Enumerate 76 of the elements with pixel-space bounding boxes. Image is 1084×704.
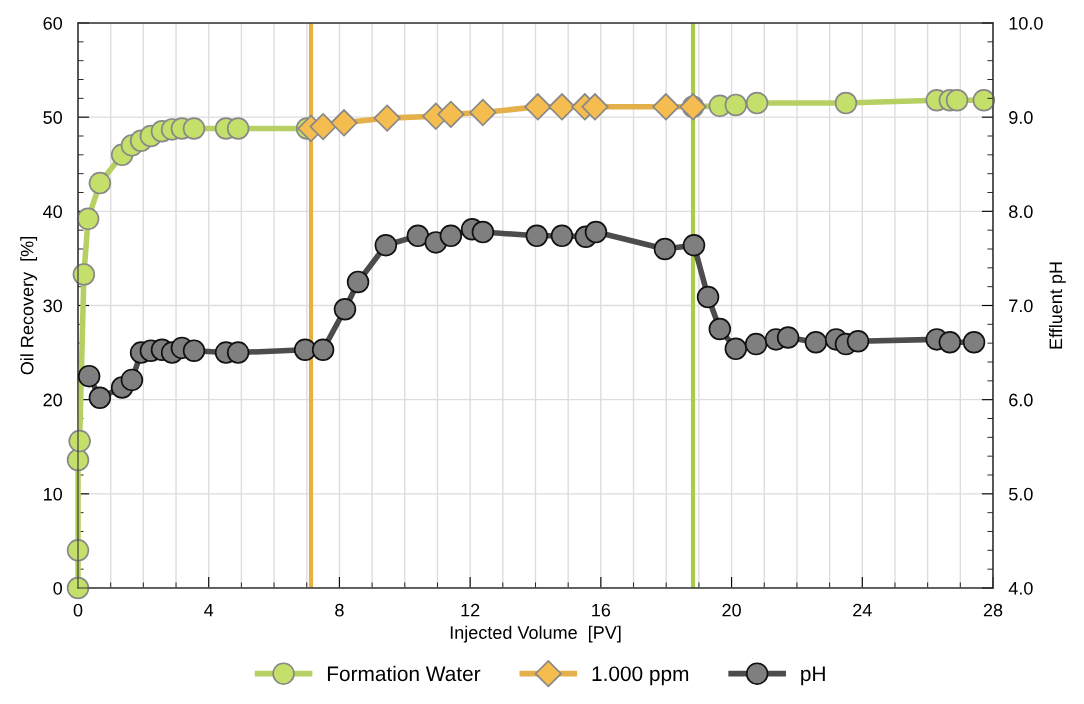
x-tick-label: 28 xyxy=(983,603,1003,617)
point xyxy=(88,386,112,410)
y2-tick-label: 9.0 xyxy=(1009,111,1033,124)
point xyxy=(76,207,100,231)
point xyxy=(226,341,250,364)
y-tick-label: 60 xyxy=(43,16,63,30)
y-tick-label: 50 xyxy=(43,111,63,124)
point xyxy=(708,317,732,341)
y2-tick-label: 8.0 xyxy=(1009,205,1033,219)
point xyxy=(471,220,495,244)
point xyxy=(182,117,206,140)
point xyxy=(548,93,576,121)
point xyxy=(652,93,680,121)
point xyxy=(682,233,706,257)
legend-label: Formation Water xyxy=(327,665,481,682)
point xyxy=(309,112,337,141)
y2-tick-label: 10.0 xyxy=(1009,16,1043,30)
x-tick-label: 8 xyxy=(335,603,344,617)
point xyxy=(846,330,870,353)
y2-tick-label: 4.0 xyxy=(1008,581,1033,595)
point xyxy=(330,109,358,137)
point xyxy=(834,91,858,115)
point xyxy=(66,539,90,562)
point xyxy=(550,224,574,248)
y-tick-label: 20 xyxy=(43,393,63,407)
point xyxy=(745,91,769,115)
y2-tick-label: 7.0 xyxy=(1009,299,1033,313)
y2-tick-label: 5.0 xyxy=(1009,487,1033,501)
point xyxy=(776,326,800,349)
point xyxy=(744,332,768,356)
x-axis-title: Injected Volume [PV] xyxy=(450,625,621,643)
point xyxy=(804,330,828,354)
point xyxy=(581,93,609,121)
y2-axis-title: Effluent pH xyxy=(1048,262,1066,349)
x-tick-label: 0 xyxy=(73,603,83,617)
point xyxy=(346,270,370,294)
y-tick-label: 10 xyxy=(44,487,63,501)
point xyxy=(226,117,250,140)
point xyxy=(88,171,112,195)
y-axis-title: Oil Recovery [%] xyxy=(20,237,38,375)
y-tick-label: 30 xyxy=(43,299,63,313)
point xyxy=(962,330,986,354)
x-tick-label: 12 xyxy=(461,603,480,617)
point xyxy=(120,368,144,392)
point xyxy=(972,88,996,112)
point xyxy=(406,224,430,248)
x-tick-label: 24 xyxy=(853,603,872,617)
point xyxy=(469,98,497,127)
point xyxy=(72,263,96,286)
point xyxy=(437,100,465,128)
legend-label: pH xyxy=(801,666,825,686)
legend-label: 1.000 ppm xyxy=(592,666,689,686)
point xyxy=(373,104,401,132)
point xyxy=(696,285,720,309)
point xyxy=(724,93,748,117)
point xyxy=(584,220,608,244)
x-tick-label: 4 xyxy=(204,603,214,617)
point xyxy=(66,576,90,600)
point xyxy=(182,339,206,362)
point xyxy=(374,233,398,257)
point xyxy=(68,429,91,453)
point xyxy=(938,330,962,354)
point xyxy=(525,224,549,248)
y-tick-label: 40 xyxy=(43,205,63,219)
point xyxy=(77,364,101,388)
x-tick-label: 16 xyxy=(592,603,611,617)
point xyxy=(945,88,969,112)
x-tick-label: 20 xyxy=(722,603,741,617)
point xyxy=(439,224,463,248)
point xyxy=(333,298,357,321)
point xyxy=(653,237,677,261)
point xyxy=(524,93,552,121)
y2-tick-label: 6.0 xyxy=(1009,393,1033,407)
point xyxy=(311,338,335,362)
y-tick-label: 0 xyxy=(53,581,63,595)
point xyxy=(724,337,748,361)
